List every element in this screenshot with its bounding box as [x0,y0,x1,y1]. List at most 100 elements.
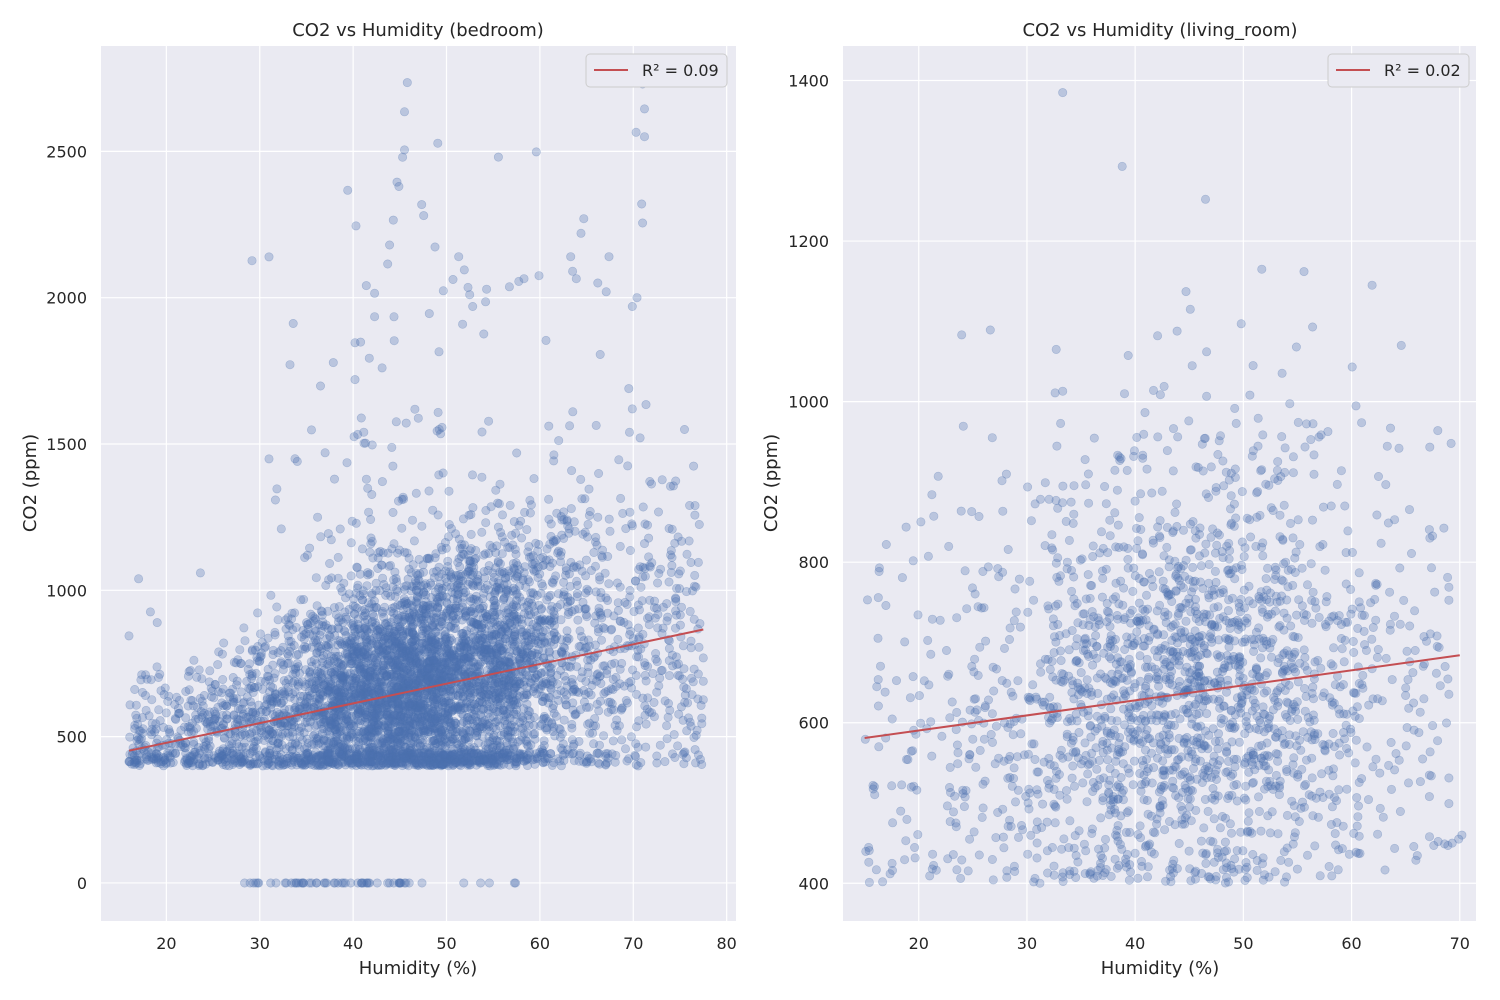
scatter-point [594,468,604,478]
scatter-point [464,715,474,725]
scatter-point [503,608,513,618]
scatter-point [267,699,277,709]
scatter-point [481,297,491,307]
scatter-point [448,654,458,664]
scatter-point [397,523,407,533]
scatter-point [351,221,361,231]
gridlines [101,46,736,921]
scatter-point [444,519,454,529]
scatter-point [454,534,464,544]
scatter-point [631,689,641,699]
scatter-point [263,755,273,765]
scatter-point [652,657,662,667]
scatter-point [347,685,357,695]
scatter-point [251,668,261,678]
scatter-point [359,611,369,621]
scatter-point [213,752,223,762]
scatter-point [482,284,492,294]
scatter-point [284,704,294,714]
scatter-point [403,750,413,760]
scatter-point [630,576,640,586]
scatter-point [324,575,334,585]
scatter-point [547,718,557,728]
scatter-point [493,696,503,706]
scatter-point [438,687,448,697]
scatter-point [524,541,534,551]
scatter-point [277,729,287,739]
scatter-point [528,589,538,599]
scatter-point [313,699,323,709]
scatter-point [334,724,344,734]
scatter-point [435,621,445,631]
scatter-point [346,571,356,581]
scatter-point [411,568,421,578]
scatter-point [563,597,573,607]
scatter-point [596,678,606,688]
scatter-point [646,479,656,489]
scatter-point [368,745,378,755]
scatter-point [348,720,358,730]
scatter-point [576,632,586,642]
scatter-point [352,649,362,659]
scatter-point [620,744,630,754]
scatter-point [479,550,489,560]
scatter-point [608,736,618,746]
scatter-point [362,757,372,767]
scatter-point [396,733,406,743]
scatter-point [264,454,274,464]
scatter-point [612,578,622,588]
scatter-point [387,715,397,725]
scatter-point [477,712,487,722]
scatter-point [433,603,443,613]
scatter-point [485,736,495,746]
scatter-point [363,671,373,681]
scatter-point [433,407,443,417]
scatter-point [581,588,591,598]
scatter-point [451,718,461,728]
scatter-point [281,624,291,634]
scatter-point [575,560,585,570]
scatter-point [285,742,295,752]
scatter-point [641,719,651,729]
scatter-point [406,726,416,736]
scatter-point [273,648,283,658]
scatter-point [380,602,390,612]
scatter-point [260,676,270,686]
scatter-point [490,760,500,770]
scatter-point [613,606,623,616]
scatter-point [347,633,357,643]
scatter-point [590,618,600,628]
scatter-point [189,655,199,665]
scatter-point [420,726,430,736]
scatter-point [328,755,338,765]
scatter-point [596,635,606,645]
scatter-point [633,645,643,655]
scatter-point [632,652,642,662]
scatter-point [394,707,404,717]
scatter-point [458,576,468,586]
scatter-point [498,595,508,605]
scatter-point [503,657,513,667]
scatter-point [506,720,516,730]
scatter-point [326,694,336,704]
scatter-point [315,630,325,640]
scatter-point [411,733,421,743]
scatter-point [607,624,617,634]
scatter-point [263,633,273,643]
scatter-point [322,756,332,766]
scatter-point [396,673,406,683]
scatter-point [434,720,444,730]
scatter-point [218,710,228,720]
scatter-point [367,590,377,600]
scatter-point [436,759,446,769]
scatter-point [655,740,665,750]
scatter-point [231,732,241,742]
scatter-point [393,496,403,506]
scatter-point [319,734,329,744]
scatter-point [345,748,355,758]
scatter-point [184,685,194,695]
scatter-point [559,715,569,725]
scatter-point [287,739,297,749]
scatter-point [340,671,350,681]
scatter-point [315,381,325,391]
